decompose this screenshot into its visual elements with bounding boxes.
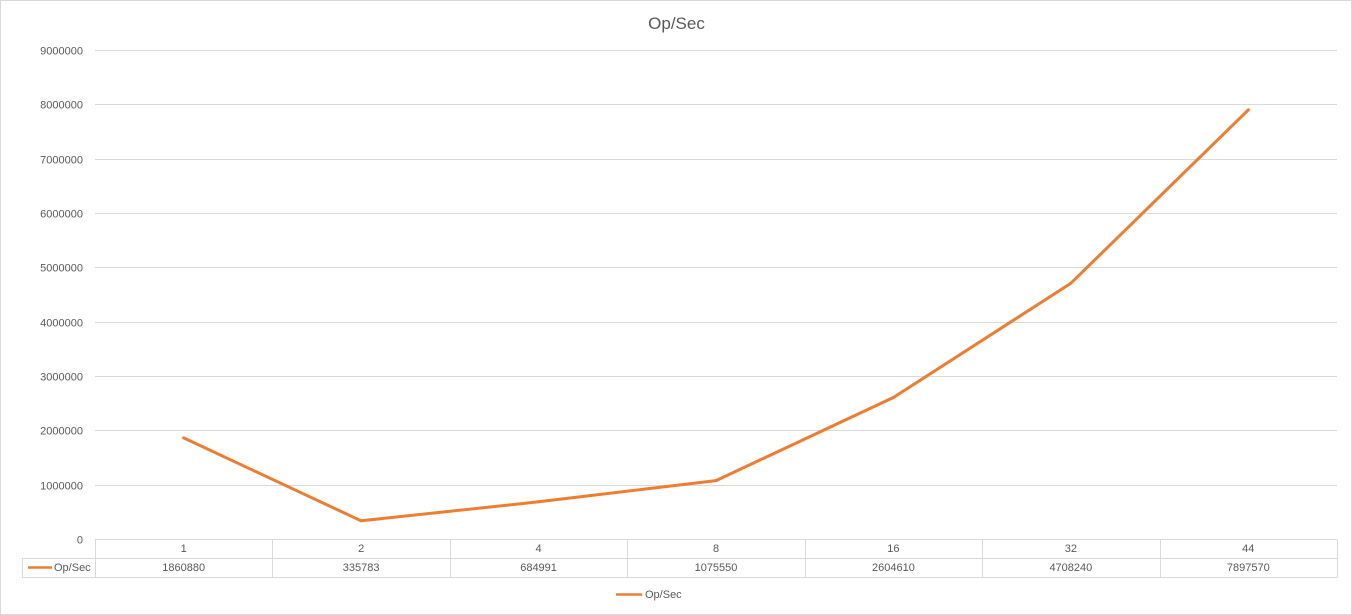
data-point: [359, 519, 363, 523]
y-tick-label: 6000000: [40, 209, 83, 221]
data-table-value: 4708240: [1049, 562, 1092, 574]
x-category-label: 16: [887, 543, 899, 555]
x-category-label: 2: [358, 543, 364, 555]
y-tick-label: 5000000: [40, 263, 83, 275]
data-point: [537, 500, 541, 504]
data-point: [1069, 281, 1073, 285]
data-table-value: 7897570: [1227, 562, 1270, 574]
data-point: [714, 479, 718, 483]
data-table-value: 1075550: [695, 562, 738, 574]
x-category-label: 8: [713, 543, 719, 555]
data-table-series-name: Op/Sec: [54, 562, 91, 574]
data-point: [891, 395, 895, 399]
x-category-label: 44: [1242, 543, 1254, 555]
x-category-label: 4: [536, 543, 542, 555]
legend-label: Op/Sec: [645, 589, 682, 601]
chart-title: Op/Sec: [648, 14, 705, 33]
data-point: [182, 436, 186, 440]
data-point: [1246, 108, 1250, 112]
y-tick-label: 3000000: [40, 372, 83, 384]
y-tick-label: 2000000: [40, 426, 83, 438]
data-table-value: 684991: [520, 562, 557, 574]
x-category-label: 32: [1065, 543, 1077, 555]
y-tick-label: 4000000: [40, 318, 83, 330]
y-tick-label: 9000000: [40, 46, 83, 58]
y-tick-label: 1000000: [40, 481, 83, 493]
x-category-label: 1: [181, 543, 187, 555]
y-tick-label: 8000000: [40, 100, 83, 112]
data-table-value: 2604610: [872, 562, 915, 574]
y-tick-label: 0: [77, 535, 83, 547]
data-table-value: 335783: [343, 562, 380, 574]
series-line-op-sec: [182, 108, 1250, 523]
data-table-value: 1860880: [162, 562, 205, 574]
y-tick-label: 7000000: [40, 155, 83, 167]
